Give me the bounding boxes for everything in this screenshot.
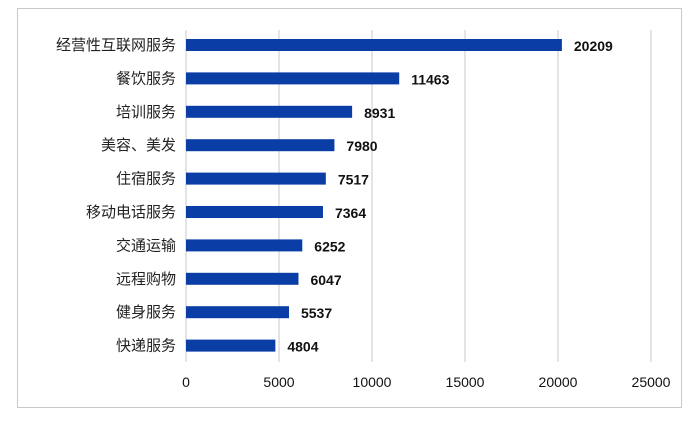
data-label: 5537 <box>301 305 332 321</box>
category-label: 快递服务 <box>116 337 176 355</box>
category-label: 住宿服务 <box>116 170 176 188</box>
data-label: 8931 <box>364 105 395 121</box>
category-label: 交通运输 <box>116 236 176 254</box>
bar <box>186 105 353 118</box>
x-tick-label: 20000 <box>539 374 578 390</box>
category-label: 餐饮服务 <box>116 69 176 87</box>
x-tick-label: 5000 <box>263 374 294 390</box>
category-label: 远程购物 <box>116 270 176 288</box>
chart-frame <box>17 8 682 408</box>
x-tick-label: 10000 <box>353 374 392 390</box>
data-label: 4804 <box>287 339 318 355</box>
category-label: 美容、美发 <box>101 136 176 154</box>
data-label: 11463 <box>411 71 449 87</box>
data-label: 7364 <box>335 205 366 221</box>
x-tick-label: 0 <box>182 374 190 390</box>
bar <box>186 72 400 85</box>
category-label: 经营性互联网服务 <box>56 36 176 54</box>
x-tick-label: 15000 <box>446 374 485 390</box>
bar <box>186 172 326 185</box>
bar <box>186 339 276 352</box>
data-label: 6047 <box>310 272 341 288</box>
category-label: 移动电话服务 <box>86 203 176 221</box>
x-tick-label: 25000 <box>632 374 671 390</box>
bar <box>186 139 335 152</box>
data-label: 7517 <box>338 172 369 188</box>
category-label: 培训服务 <box>116 103 176 121</box>
data-label: 20209 <box>574 38 613 54</box>
bar <box>186 272 299 285</box>
data-label: 7980 <box>346 138 377 154</box>
bar <box>186 39 562 51</box>
data-label: 6252 <box>314 238 345 254</box>
bar <box>186 206 323 218</box>
bar <box>186 306 289 319</box>
bar <box>186 239 303 252</box>
category-label: 健身服务 <box>116 303 176 321</box>
